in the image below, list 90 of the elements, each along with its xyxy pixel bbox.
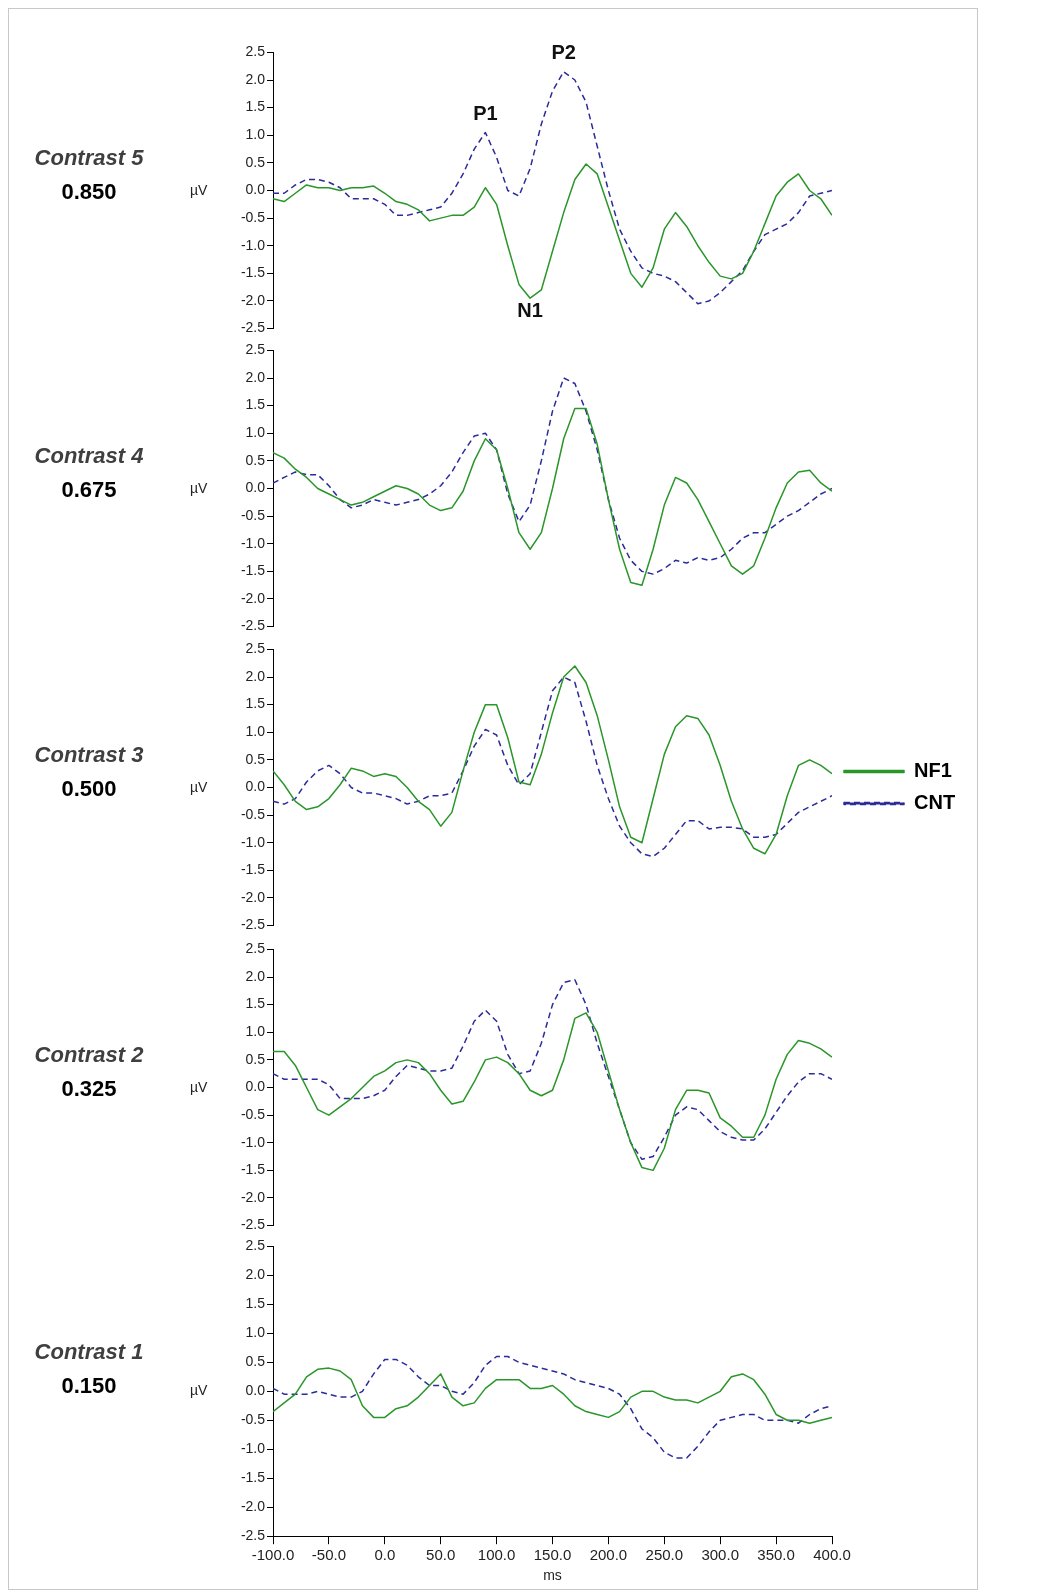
- text: Contrast 2: [33, 1041, 145, 1068]
- y-tick-label: 1.0: [245, 424, 266, 441]
- text: Contrast 5: [33, 144, 145, 171]
- text: 0.500: [60, 775, 118, 802]
- y-tick-label: 1.5: [245, 396, 266, 413]
- y-tick-label: -2.0: [240, 888, 266, 905]
- y-tick-label: 1.0: [245, 1324, 266, 1341]
- y-tick-label: -0.5: [240, 805, 266, 822]
- y-tick-label: 2.5: [245, 341, 266, 358]
- y-tick-label: -1.0: [240, 236, 266, 253]
- y-tick-label: -2.0: [240, 1498, 266, 1515]
- x-tick-label: 50.0: [426, 1546, 456, 1564]
- x-tick-label: -100.0: [251, 1546, 295, 1564]
- y-tick-label: 0.5: [245, 1353, 266, 1370]
- y-axis-title: µV: [190, 181, 208, 198]
- y-tick-label: -1.0: [240, 833, 266, 850]
- legend-label: CNT: [914, 791, 956, 814]
- y-tick-label: -2.0: [240, 1188, 266, 1205]
- y-tick-label: -1.0: [240, 1440, 266, 1457]
- y-tick-label: 0.0: [245, 778, 266, 795]
- x-tick-label: 300.0: [701, 1546, 739, 1564]
- text: 0.850: [60, 178, 118, 205]
- line-series: [273, 70, 832, 305]
- text: 0.325: [60, 1075, 118, 1102]
- annotation: P2: [551, 41, 576, 64]
- x-tick-label: -50.0: [311, 1546, 346, 1564]
- y-tick-label: 2.5: [245, 43, 266, 60]
- y-tick-label: 0.0: [245, 479, 266, 496]
- y-tick-label: 0.0: [245, 1382, 266, 1399]
- y-tick-label: 0.5: [245, 750, 266, 767]
- y-tick-label: 2.5: [245, 940, 266, 957]
- annotation: P1: [473, 102, 498, 125]
- legend-label: NF1: [914, 759, 952, 782]
- text: 0.150: [60, 1372, 118, 1399]
- y-tick-label: -1.5: [240, 1469, 266, 1486]
- y-tick-label: -1.5: [240, 861, 266, 878]
- y-axis-title: µV: [190, 778, 208, 795]
- text: 0.675: [60, 476, 118, 503]
- text: Contrast 1: [33, 1338, 145, 1365]
- x-axis-title: ms: [543, 1567, 562, 1584]
- x-tick-label: 0.0: [374, 1546, 396, 1564]
- y-tick-label: -2.5: [240, 1216, 266, 1233]
- x-tick-label: 100.0: [477, 1546, 516, 1564]
- y-tick-label: 2.0: [245, 368, 266, 385]
- x-tick-label: 200.0: [589, 1546, 628, 1564]
- y-tick-label: -1.5: [240, 562, 266, 579]
- annotation: N1: [517, 298, 543, 321]
- x-tick-label: 400.0: [813, 1546, 851, 1564]
- y-tick-label: 0.0: [245, 181, 266, 198]
- line-series: [273, 979, 832, 1161]
- y-axis-title: µV: [190, 1078, 208, 1095]
- y-tick-label: 1.5: [245, 1295, 266, 1312]
- y-axis-title: µV: [190, 1382, 208, 1399]
- x-tick-label: 250.0: [645, 1546, 684, 1564]
- y-tick-label: 2.0: [245, 70, 266, 87]
- y-tick-label: -2.0: [240, 291, 266, 308]
- y-tick-label: -0.5: [240, 1411, 266, 1428]
- text: Contrast 3: [33, 741, 145, 768]
- y-tick-label: -2.5: [240, 617, 266, 634]
- y-tick-label: 2.0: [245, 667, 266, 684]
- y-tick-label: 2.5: [245, 1237, 266, 1254]
- x-tick-label: 150.0: [533, 1546, 572, 1564]
- y-tick-label: 0.5: [245, 1050, 266, 1067]
- y-tick-label: 1.0: [245, 126, 266, 143]
- y-tick-label: -0.5: [240, 506, 266, 523]
- y-tick-label: -0.5: [240, 208, 266, 225]
- y-tick-label: 2.0: [245, 967, 266, 984]
- y-tick-label: -2.0: [240, 589, 266, 606]
- y-tick-label: 2.0: [245, 1266, 266, 1283]
- x-tick-label: 350.0: [757, 1546, 795, 1564]
- y-axis-title: µV: [190, 479, 208, 496]
- y-tick-label: 0.5: [245, 153, 266, 170]
- y-tick-label: -1.5: [240, 1161, 266, 1178]
- y-tick-label: -2.5: [240, 1527, 266, 1544]
- y-tick-label: -1.0: [240, 534, 266, 551]
- y-tick-label: -2.5: [240, 916, 266, 933]
- y-tick-label: -1.5: [240, 264, 266, 281]
- y-tick-label: 1.5: [245, 995, 266, 1012]
- text: Contrast 4: [33, 442, 145, 469]
- y-tick-label: 1.0: [245, 1023, 266, 1040]
- y-tick-label: 0.5: [245, 451, 266, 468]
- y-tick-label: 1.5: [245, 98, 266, 115]
- y-tick-label: 0.0: [245, 1078, 266, 1095]
- y-tick-label: -0.5: [240, 1105, 266, 1122]
- y-tick-label: 1.0: [245, 723, 266, 740]
- y-tick-label: 1.5: [245, 695, 266, 712]
- y-tick-label: -1.0: [240, 1133, 266, 1150]
- y-tick-label: -2.5: [240, 319, 266, 336]
- line-series: [273, 377, 832, 575]
- y-tick-label: 2.5: [245, 640, 266, 657]
